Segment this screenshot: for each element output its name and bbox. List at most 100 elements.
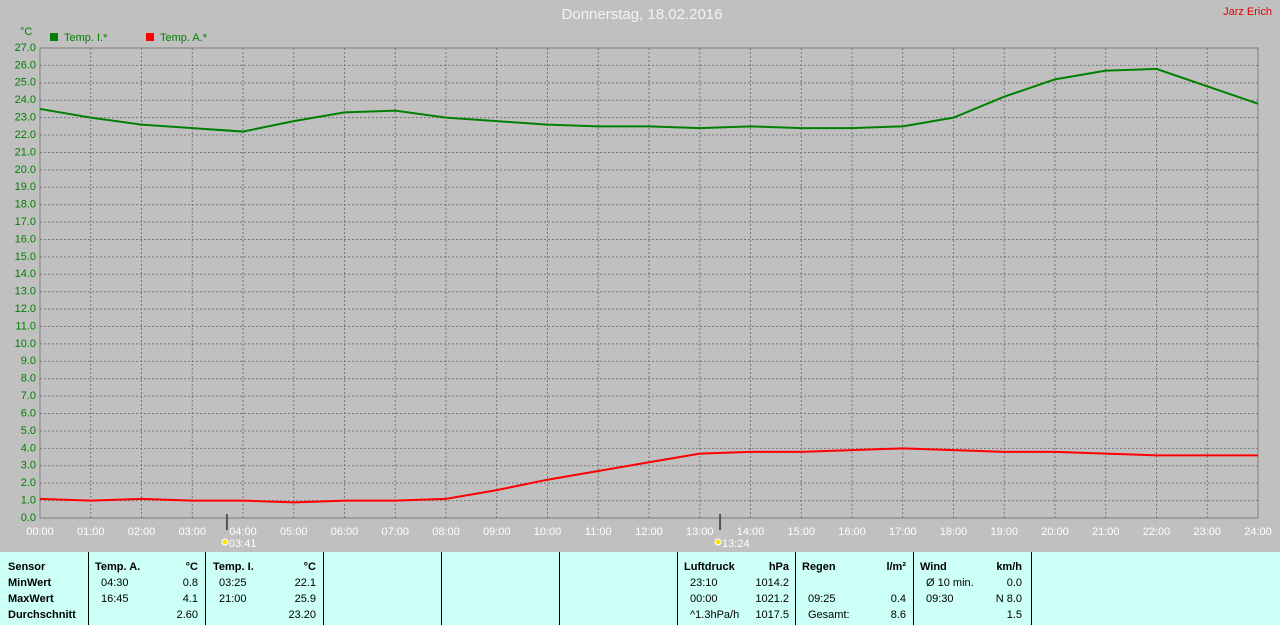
x-tick-label: 04:00 — [229, 526, 257, 538]
x-tick-label: 06:00 — [331, 526, 359, 538]
cell-value: 1014.2 — [755, 577, 789, 589]
y-tick-label: 16.0 — [15, 233, 36, 245]
y-tick-label: 24.0 — [15, 94, 36, 106]
y-tick-label: 20.0 — [15, 164, 36, 176]
cell-value: 1017.5 — [755, 609, 789, 621]
x-tick-label: 10:00 — [534, 526, 562, 538]
y-tick-label: 27.0 — [15, 42, 36, 54]
cell-time: 09:25 — [808, 593, 836, 605]
table-header: Sensor — [8, 561, 46, 573]
y-tick-label: 21.0 — [15, 146, 36, 158]
y-tick-label: 2.0 — [21, 477, 36, 489]
row-label: MinWert — [8, 577, 52, 589]
x-tick-label: 07:00 — [381, 526, 409, 538]
cell-value: 25.9 — [295, 593, 316, 605]
y-tick-label: 3.0 — [21, 460, 36, 472]
y-tick-label: 8.0 — [21, 373, 36, 385]
cell-time: 16:45 — [101, 593, 129, 605]
y-tick-label: 4.0 — [21, 442, 36, 454]
y-tick-label: 6.0 — [21, 407, 36, 419]
y-tick-label: 9.0 — [21, 355, 36, 367]
x-tick-label: 12:00 — [635, 526, 663, 538]
cell-value: 8.6 — [891, 609, 906, 621]
panel-unit: km/h — [996, 561, 1022, 573]
cell-value: 23.20 — [288, 609, 316, 621]
y-tick-label: 22.0 — [15, 129, 36, 141]
cell-time: 04:30 — [101, 577, 129, 589]
x-tick-label: 20:00 — [1041, 526, 1069, 538]
cell-time: 21:00 — [219, 593, 247, 605]
row-label: MaxWert — [8, 593, 54, 605]
cell-value: 0.8 — [183, 577, 198, 589]
chart-title: Donnerstag, 18.02.2016 — [562, 6, 723, 23]
plot-area — [39, 47, 1259, 519]
y-tick-label: 0.0 — [21, 512, 36, 524]
x-tick-label: 05:00 — [280, 526, 308, 538]
x-tick-label: 03:00 — [178, 526, 206, 538]
y-tick-label: 5.0 — [21, 425, 36, 437]
cell-value: 2.60 — [177, 609, 198, 621]
x-tick-label: 11:00 — [585, 526, 612, 538]
y-tick-label: 10.0 — [15, 338, 36, 350]
cell-time: 03:25 — [219, 577, 247, 589]
cell-value: N 8.0 — [996, 593, 1022, 605]
x-tick-label: 14:00 — [737, 526, 765, 538]
y-tick-label: 11.0 — [15, 320, 36, 332]
panel-unit: °C — [186, 561, 198, 573]
x-tick-label: 13:00 — [686, 526, 714, 538]
legend-swatch — [50, 33, 58, 41]
row-label: Durchschnitt — [8, 609, 76, 621]
panel-title: Temp. I. — [213, 561, 254, 573]
cell-time: Ø 10 min. — [926, 577, 974, 589]
y-tick-label: 7.0 — [21, 390, 36, 402]
y-tick-label: 15.0 — [15, 251, 36, 263]
author: Jarz Erich — [1223, 6, 1272, 18]
panel-unit: hPa — [769, 561, 790, 573]
panel-unit: °C — [304, 561, 316, 573]
x-tick-label: 15:00 — [787, 526, 815, 538]
cell-time: 09:30 — [926, 593, 954, 605]
x-tick-label: 16:00 — [838, 526, 866, 538]
x-tick-label: 24:00 — [1244, 526, 1272, 538]
y-tick-label: 19.0 — [15, 181, 36, 193]
cell-value: 4.1 — [183, 593, 198, 605]
y-tick-label: 1.0 — [21, 494, 36, 506]
cell-value: 0.0 — [1007, 577, 1022, 589]
sun-icon — [714, 538, 722, 546]
y-tick-label: 18.0 — [15, 199, 36, 211]
x-tick-label: 23:00 — [1193, 526, 1221, 538]
cell-time: ^1.3hPa/h — [690, 609, 739, 621]
cell-time: 00:00 — [690, 593, 718, 605]
stats-panel — [0, 552, 1280, 625]
sun-marker-label: 03:41 — [229, 538, 257, 550]
x-tick-label: 00:00 — [26, 526, 54, 538]
x-tick-label: 17:00 — [889, 526, 917, 538]
x-tick-label: 09:00 — [483, 526, 511, 538]
legend-label: Temp. A.* — [160, 32, 208, 44]
x-tick-label: 02:00 — [128, 526, 156, 538]
sun-marker-label: 13:24 — [722, 538, 750, 550]
x-tick-label: 19:00 — [990, 526, 1018, 538]
panel-title: Luftdruck — [684, 561, 736, 573]
table-separators — [88, 552, 1032, 625]
cell-time: Gesamt: — [808, 609, 850, 621]
y-tick-label: 12.0 — [15, 303, 36, 315]
cell-value: 22.1 — [295, 577, 316, 589]
y-tick-label: 13.0 — [15, 286, 36, 298]
x-tick-label: 08:00 — [432, 526, 460, 538]
x-tick-label: 01:00 — [77, 526, 105, 538]
cell-value: 1021.2 — [755, 593, 789, 605]
x-tick-label: 18:00 — [940, 526, 968, 538]
cell-time: 23:10 — [690, 577, 718, 589]
panel-unit: l/m² — [886, 561, 906, 573]
y-tick-label: 23.0 — [15, 112, 36, 124]
legend-swatch — [146, 33, 154, 41]
panel-title: Wind — [920, 561, 947, 573]
sun-icon — [221, 538, 229, 546]
series-line — [39, 67, 1259, 133]
y-tick-label: 14.0 — [15, 268, 36, 280]
legend-label: Temp. I.* — [64, 32, 108, 44]
y-axis-label: °C — [20, 26, 32, 38]
